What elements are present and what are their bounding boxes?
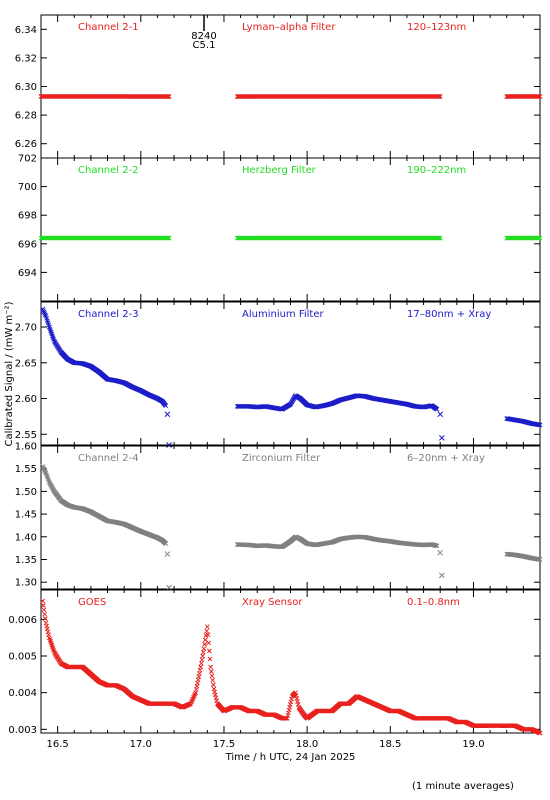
data-point-outlier (439, 572, 445, 579)
panel-filter-label: Zirconium Filter (242, 453, 321, 464)
data-series-segment-1 (38, 235, 172, 241)
data-series-segment-3 (504, 235, 543, 241)
x-tick-label: 19.0 (462, 739, 484, 750)
y-tick-label: 2.70 (15, 323, 37, 334)
data-series-segment-1 (40, 306, 169, 409)
panel-filter-label: Aluminium Filter (242, 309, 325, 320)
data-point-outlier (439, 434, 445, 441)
panel-frame-2 (40, 157, 541, 302)
x-tick-label: 18.5 (379, 739, 401, 750)
x-tick-label: 18.0 (296, 739, 318, 750)
panel-frame-3 (40, 301, 541, 446)
data-series-segment-3 (504, 551, 543, 562)
x-tick-label: 17.5 (213, 739, 235, 750)
panel-channel-label: Channel 2-3 (78, 309, 139, 320)
x-tick-label: 16.5 (47, 739, 69, 750)
panel-channel-label: GOES (78, 597, 106, 608)
footnote: (1 minute averages) (412, 781, 514, 792)
panel-frame-1 (40, 14, 541, 159)
data-series-segment-1 (40, 598, 543, 736)
data-series-segment-2 (234, 235, 443, 241)
y-tick-label: 702 (18, 154, 37, 165)
y-axis-label: Calibrated Signal / (mW m⁻²) (4, 301, 15, 446)
y-tick-label: 1.55 (15, 464, 37, 475)
y-tick-label: 6.26 (15, 139, 37, 150)
x-axis-label: Time / h UTC, 24 Jan 2025 (225, 752, 356, 763)
y-tick-label: 1.30 (15, 578, 37, 589)
y-tick-label: 6.30 (15, 82, 37, 93)
panel-band-label: 0.1–0.8nm (407, 597, 460, 608)
y-tick-label: 1.60 (15, 442, 37, 453)
y-tick-label: 0.004 (8, 688, 37, 699)
y-tick-label: 698 (18, 211, 37, 222)
data-point-outlier (164, 411, 171, 418)
flare-marker-class: C5.1 (193, 40, 216, 51)
panel-filter-label: Lyman–alpha Filter (242, 22, 336, 33)
flare-marker-id: 8240 (191, 31, 216, 42)
y-tick-label: 6.34 (15, 25, 37, 36)
y-tick-label: 700 (18, 182, 37, 193)
y-tick-label: 694 (18, 268, 37, 279)
data-series-segment-1 (38, 94, 172, 99)
panel-filter-label: Herzberg Filter (242, 165, 317, 176)
panel-filter-label: Xray Sensor (242, 597, 303, 608)
data-series-segment-1 (40, 464, 169, 546)
y-tick-label: 6.28 (15, 111, 37, 122)
y-tick-label: 2.55 (15, 430, 37, 441)
y-tick-label: 2.60 (15, 394, 37, 405)
data-point-outlier (166, 442, 172, 448)
data-series-segment-3 (504, 94, 543, 99)
data-series-segment-2 (234, 94, 443, 99)
panel-channel-label: Channel 2-2 (78, 165, 139, 176)
panel-frame-4 (40, 445, 541, 590)
data-point-outlier (166, 584, 172, 591)
y-tick-label: 2.65 (15, 358, 37, 369)
y-tick-label: 6.32 (15, 53, 37, 64)
data-point-outlier (437, 549, 444, 556)
y-tick-label: 1.45 (15, 510, 37, 521)
data-point-outlier (437, 411, 444, 418)
panel-channel-label: Channel 2-4 (78, 453, 139, 464)
x-tick-label: 17.0 (130, 739, 152, 750)
data-series-segment-2 (234, 534, 440, 550)
data-series-segment-2 (234, 393, 440, 412)
y-tick-label: 0.006 (8, 615, 37, 626)
panel-band-label: 17–80nm + Xray (407, 309, 491, 320)
data-series-segment-3 (504, 416, 543, 428)
y-tick-label: 1.40 (15, 532, 37, 543)
panel-band-label: 6–20nm + Xray (407, 453, 485, 464)
y-tick-label: 696 (18, 239, 37, 250)
panel-band-label: 120–123nm (407, 22, 466, 33)
data-point-outlier (164, 551, 171, 557)
y-tick-label: 1.35 (15, 555, 37, 566)
panel-band-label: 190–222nm (407, 165, 466, 176)
y-tick-label: 1.50 (15, 487, 37, 498)
y-tick-label: 0.005 (8, 652, 37, 663)
y-tick-label: 0.003 (8, 725, 37, 736)
panel-channel-label: Channel 2-1 (78, 22, 139, 33)
